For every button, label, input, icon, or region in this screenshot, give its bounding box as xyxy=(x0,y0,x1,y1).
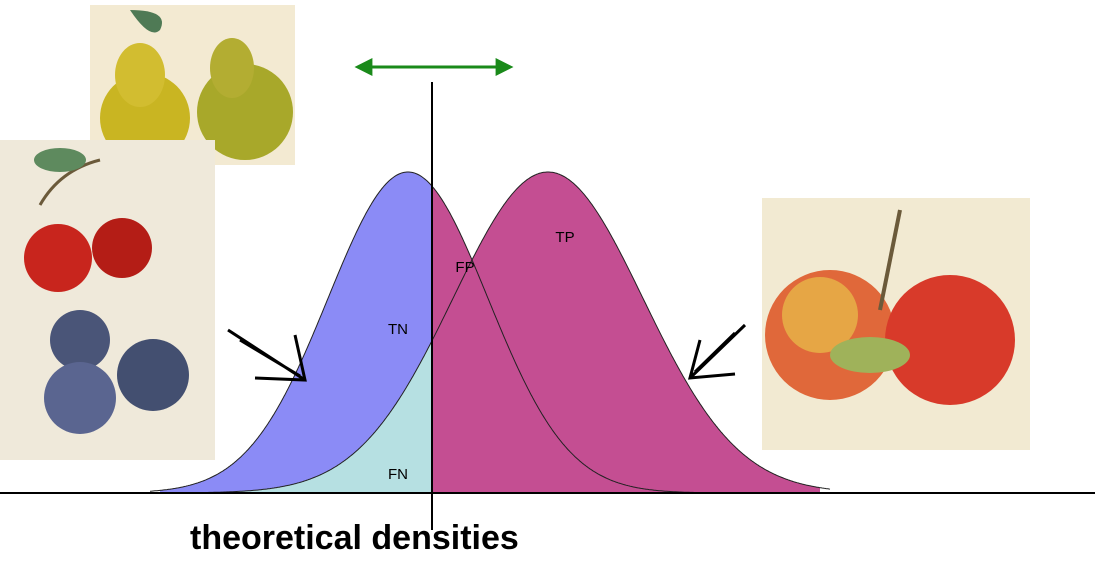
fp-label: FP xyxy=(455,259,474,276)
tp-label: TP xyxy=(555,229,574,246)
caption: theoretical densities xyxy=(190,519,519,557)
fn-region xyxy=(160,340,432,493)
density-regions xyxy=(149,171,831,494)
pointer-arrow xyxy=(227,323,747,382)
tn-label: TN xyxy=(388,321,408,338)
positive-density-curve xyxy=(149,171,831,494)
fn-label: FN xyxy=(388,466,408,483)
plum-apple-illustration xyxy=(0,140,215,460)
apple-illustration xyxy=(762,198,1030,450)
tn-region xyxy=(160,172,432,493)
overlap-region xyxy=(432,172,820,493)
